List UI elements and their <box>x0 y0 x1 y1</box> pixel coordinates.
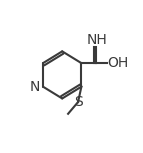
Text: OH: OH <box>107 56 129 70</box>
Text: N: N <box>30 80 40 94</box>
Text: NH: NH <box>87 33 107 47</box>
Text: S: S <box>74 95 83 109</box>
